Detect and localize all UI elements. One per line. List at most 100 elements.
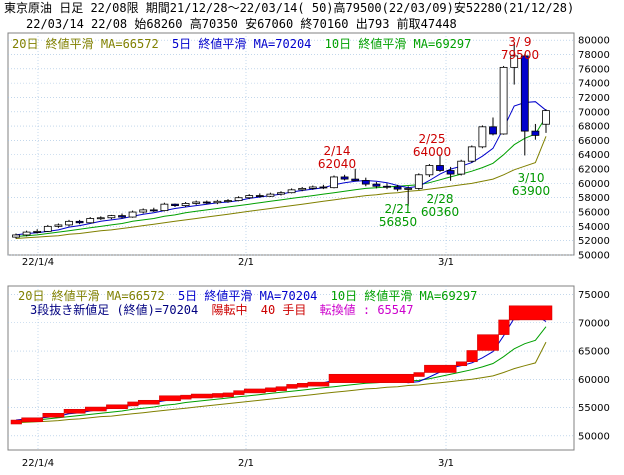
candle-down bbox=[361, 180, 370, 185]
candlestick-x-tick-label: 2/1 bbox=[238, 257, 254, 268]
new-price-brick bbox=[233, 390, 245, 395]
bottom-legend-ma5: 5日 終値平滑 MA=70204 bbox=[178, 288, 317, 303]
candle-down bbox=[319, 186, 328, 189]
candlestick-ma10-line bbox=[15, 116, 547, 237]
new-price-x-tick-label: 3/1 bbox=[438, 458, 454, 469]
candle-up bbox=[510, 55, 519, 68]
candle-up bbox=[54, 224, 63, 227]
candlestick-y-tick-label: 80000 bbox=[578, 36, 610, 47]
candle-up bbox=[245, 195, 254, 199]
candle-down bbox=[531, 130, 540, 136]
bottom-legend-ma20: 20日 終値平滑 MA=66572 bbox=[18, 288, 165, 303]
new-price-brick bbox=[159, 395, 181, 402]
candlestick-x-tick-label: 22/1/4 bbox=[22, 257, 54, 268]
candle-down bbox=[446, 170, 455, 175]
annotation-date: 2/21 bbox=[385, 202, 412, 216]
candle-up bbox=[330, 176, 338, 189]
new-price-brick bbox=[466, 350, 478, 363]
annotation-date: 2/25 bbox=[419, 132, 446, 146]
candle-up bbox=[33, 230, 42, 233]
new-price-brick bbox=[42, 412, 65, 418]
annotation-date: 2/28 bbox=[427, 192, 454, 206]
candle-up bbox=[542, 110, 550, 125]
candlestick-y-tick-label: 78000 bbox=[578, 50, 610, 61]
candlestick-y-tick-label: 62000 bbox=[578, 165, 610, 176]
candlestick-grid bbox=[8, 33, 574, 256]
new-price-brick bbox=[498, 319, 510, 335]
candle-down bbox=[171, 203, 179, 206]
annotation-date: 3/ 9 bbox=[508, 35, 531, 49]
new-price-brick bbox=[265, 387, 277, 393]
chart-header-line1: 東京原油 日足 22/08限 期間21/12/28～22/03/14( 50)高… bbox=[0, 0, 624, 16]
new-price-brick bbox=[10, 419, 22, 425]
new-price-brick bbox=[455, 361, 468, 367]
candle-down bbox=[149, 209, 158, 212]
candle-up bbox=[224, 200, 232, 202]
new-price-brick bbox=[212, 393, 224, 398]
candle-up bbox=[86, 218, 95, 224]
candle-up bbox=[43, 225, 52, 232]
candlestick-y-axis: 50000 52000 54000 56000 58000 60000 62000 64000… bbox=[578, 36, 610, 262]
new-price-panel: 50000 55000 60000 65000 70000 75000 22/1/4 2/1… bbox=[7, 285, 610, 469]
annotation-date: 3/10 bbox=[518, 171, 545, 185]
new-price-y-axis: 50000 55000 60000 65000 70000 75000 bbox=[578, 290, 610, 442]
candle-down bbox=[340, 176, 349, 180]
candlestick-y-tick-label: 58000 bbox=[578, 193, 610, 204]
candle-down bbox=[202, 201, 211, 204]
candle-up bbox=[457, 160, 466, 175]
candle-up bbox=[499, 66, 508, 135]
candlestick-y-tick-label: 52000 bbox=[578, 236, 610, 247]
candle-up bbox=[12, 234, 20, 238]
candle-down bbox=[255, 195, 264, 197]
candle-down bbox=[75, 220, 84, 224]
new-price-x-axis: 22/1/4 2/1 3/1 bbox=[22, 458, 454, 469]
new-price-brick bbox=[307, 381, 330, 387]
candlestick-y-tick-label: 72000 bbox=[578, 93, 610, 104]
candlestick-y-tick-label: 74000 bbox=[578, 79, 610, 90]
bottom-legend-new-price: 3段抜き新値足 (終値)=70204 bbox=[30, 302, 198, 317]
bottom-legend-step: 40 手目 bbox=[261, 303, 307, 317]
candle-up bbox=[425, 165, 434, 176]
new-price-x-tick-label: 2/1 bbox=[238, 458, 254, 469]
candle-down bbox=[393, 186, 402, 190]
new-price-brick bbox=[424, 364, 457, 373]
candle-up bbox=[96, 217, 105, 220]
candlestick-y-tick-label: 54000 bbox=[578, 222, 610, 233]
annotation-value: 79500 bbox=[501, 48, 539, 62]
new-price-y-tick-label: 70000 bbox=[578, 318, 610, 329]
annotation-value: 63900 bbox=[512, 184, 550, 198]
annotation-value: 62040 bbox=[318, 157, 356, 171]
svg-text:20日 終値平滑 MA=66572 5日 終値平: 20日 終値平滑 MA=66572 5日 終値平滑 MA=70204 10日 終… bbox=[18, 288, 477, 303]
candlestick-x-tick-label: 3/1 bbox=[438, 257, 454, 268]
candle-up bbox=[65, 220, 73, 226]
new-price-brick bbox=[477, 334, 499, 351]
candle-up bbox=[266, 193, 275, 197]
candle-up bbox=[287, 189, 296, 194]
new-price-brick bbox=[21, 417, 44, 423]
new-price-bricks bbox=[10, 305, 553, 425]
candle-up bbox=[139, 209, 148, 213]
bottom-legend-ma10: 10日 終値平滑 MA=69297 bbox=[331, 288, 478, 303]
annotation-value: 64000 bbox=[413, 145, 451, 159]
candle-up bbox=[107, 215, 116, 219]
new-price-y-tick-label: 60000 bbox=[578, 375, 610, 386]
new-price-y-tick-label: 55000 bbox=[578, 403, 610, 414]
new-price-y-tick-label: 50000 bbox=[578, 431, 610, 442]
candlestick-y-tick-label: 50000 bbox=[578, 251, 610, 262]
annotation-date: 2/14 bbox=[324, 144, 351, 158]
candle-down bbox=[118, 215, 126, 218]
candlestick-y-tick-label: 60000 bbox=[578, 179, 610, 190]
new-price-brick bbox=[137, 399, 160, 405]
new-price-ma10-line bbox=[15, 326, 547, 422]
svg-text:20日 終値平滑 MA=66572 5日 終値平: 20日 終値平滑 MA=66572 5日 終値平滑 MA=70204 10日 終… bbox=[12, 36, 471, 51]
new-price-brick bbox=[84, 406, 107, 412]
candle-up bbox=[298, 187, 307, 191]
annotation-value: 56850 bbox=[379, 215, 417, 229]
new-price-brick bbox=[413, 372, 425, 377]
candle-up bbox=[414, 174, 423, 189]
new-price-brick bbox=[127, 401, 139, 407]
new-price-brick bbox=[296, 383, 309, 388]
candlestick-y-tick-label: 76000 bbox=[578, 64, 610, 75]
candle-up bbox=[277, 192, 285, 195]
